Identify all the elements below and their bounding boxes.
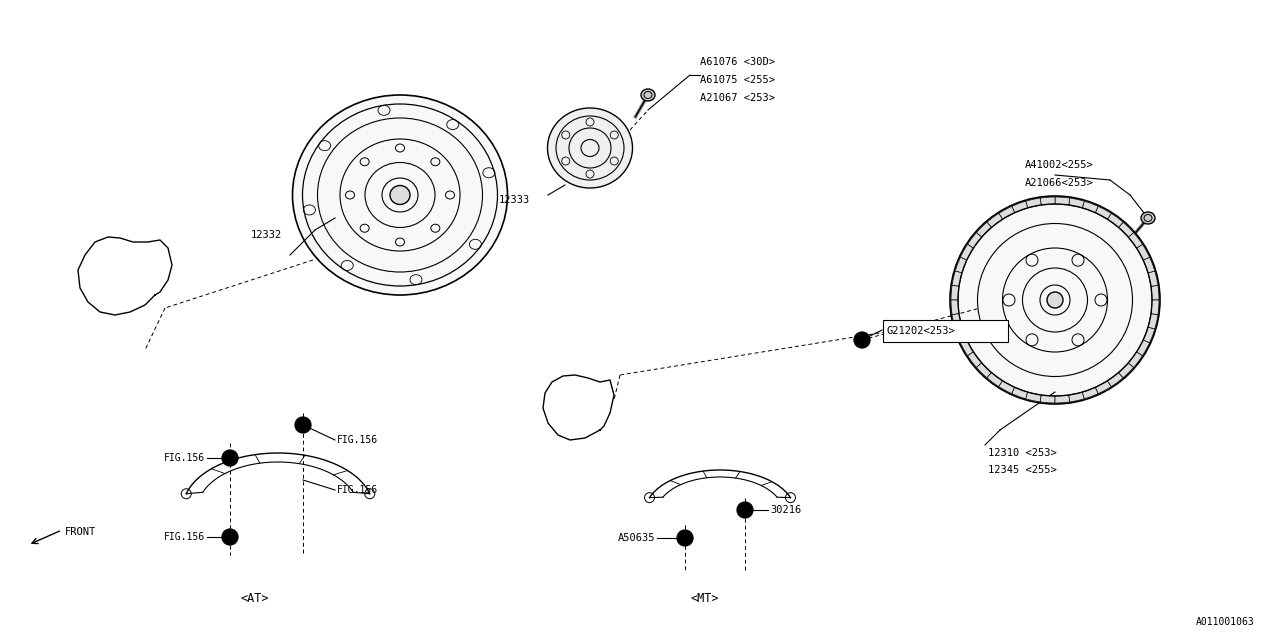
- Polygon shape: [998, 381, 1015, 394]
- Polygon shape: [1137, 244, 1149, 260]
- Polygon shape: [955, 257, 966, 273]
- Polygon shape: [951, 285, 959, 300]
- Polygon shape: [1119, 363, 1134, 378]
- Text: <MT>: <MT>: [691, 591, 719, 605]
- Polygon shape: [960, 244, 973, 260]
- Polygon shape: [1128, 352, 1143, 367]
- Polygon shape: [987, 213, 1002, 227]
- Polygon shape: [952, 271, 963, 286]
- Text: 12333: 12333: [499, 195, 530, 205]
- Circle shape: [737, 502, 753, 518]
- Polygon shape: [1041, 395, 1055, 403]
- Circle shape: [221, 529, 238, 545]
- Text: 12310 <253>: 12310 <253>: [988, 448, 1057, 458]
- Polygon shape: [968, 232, 982, 248]
- Text: 30216: 30216: [771, 505, 801, 515]
- Text: A50635: A50635: [617, 533, 655, 543]
- Polygon shape: [1119, 222, 1134, 237]
- Text: FIG.156: FIG.156: [337, 485, 378, 495]
- Circle shape: [684, 536, 687, 540]
- Ellipse shape: [293, 95, 507, 295]
- Text: G21202<253>: G21202<253>: [886, 326, 955, 336]
- Text: FIG.156: FIG.156: [164, 532, 205, 542]
- Polygon shape: [1107, 213, 1123, 227]
- Polygon shape: [1137, 340, 1149, 356]
- Text: A21066<253>: A21066<253>: [1025, 178, 1093, 188]
- Polygon shape: [1025, 198, 1041, 208]
- Text: FIG.156: FIG.156: [337, 435, 378, 445]
- Ellipse shape: [1047, 292, 1062, 308]
- Circle shape: [228, 535, 232, 539]
- Circle shape: [854, 332, 870, 348]
- Ellipse shape: [641, 89, 655, 101]
- Polygon shape: [1055, 395, 1070, 403]
- Polygon shape: [977, 363, 992, 378]
- Circle shape: [294, 417, 311, 433]
- Polygon shape: [1151, 285, 1158, 300]
- Polygon shape: [955, 327, 966, 343]
- Polygon shape: [977, 222, 992, 237]
- Ellipse shape: [548, 108, 632, 188]
- Polygon shape: [952, 314, 963, 329]
- Polygon shape: [1148, 271, 1158, 286]
- Circle shape: [742, 508, 748, 512]
- Circle shape: [860, 338, 864, 342]
- Polygon shape: [1107, 372, 1123, 387]
- Text: 12345 <255>: 12345 <255>: [988, 465, 1057, 475]
- Text: FRONT: FRONT: [65, 527, 96, 537]
- Text: FIG.156: FIG.156: [164, 453, 205, 463]
- Ellipse shape: [1140, 212, 1155, 224]
- Polygon shape: [1011, 387, 1028, 399]
- Polygon shape: [1143, 327, 1155, 343]
- Polygon shape: [960, 340, 973, 356]
- Polygon shape: [1083, 201, 1098, 212]
- Polygon shape: [1069, 392, 1084, 402]
- Polygon shape: [951, 300, 959, 315]
- Polygon shape: [1151, 300, 1158, 315]
- Circle shape: [221, 450, 238, 466]
- Polygon shape: [1143, 257, 1155, 273]
- Text: A61075 <255>: A61075 <255>: [700, 75, 774, 85]
- Polygon shape: [998, 206, 1015, 220]
- Polygon shape: [1148, 314, 1158, 329]
- Circle shape: [228, 456, 232, 460]
- Polygon shape: [1011, 201, 1028, 212]
- Polygon shape: [1055, 197, 1070, 205]
- Ellipse shape: [950, 196, 1160, 404]
- Circle shape: [301, 423, 305, 427]
- Bar: [883, 320, 1009, 342]
- Polygon shape: [1096, 381, 1111, 394]
- Polygon shape: [1025, 392, 1041, 402]
- Text: A011001063: A011001063: [1197, 617, 1254, 627]
- Polygon shape: [1083, 387, 1098, 399]
- Polygon shape: [1069, 198, 1084, 208]
- Text: A21067 <253>: A21067 <253>: [700, 93, 774, 103]
- Text: 12332: 12332: [251, 230, 282, 240]
- Text: A61076 <30D>: A61076 <30D>: [700, 57, 774, 67]
- Circle shape: [677, 530, 692, 546]
- Polygon shape: [1041, 197, 1055, 205]
- Polygon shape: [1128, 232, 1143, 248]
- Polygon shape: [1096, 206, 1111, 220]
- Text: <AT>: <AT>: [241, 591, 269, 605]
- Ellipse shape: [390, 186, 410, 205]
- Polygon shape: [987, 372, 1002, 387]
- Text: A41002<255>: A41002<255>: [1025, 160, 1093, 170]
- Polygon shape: [968, 352, 982, 367]
